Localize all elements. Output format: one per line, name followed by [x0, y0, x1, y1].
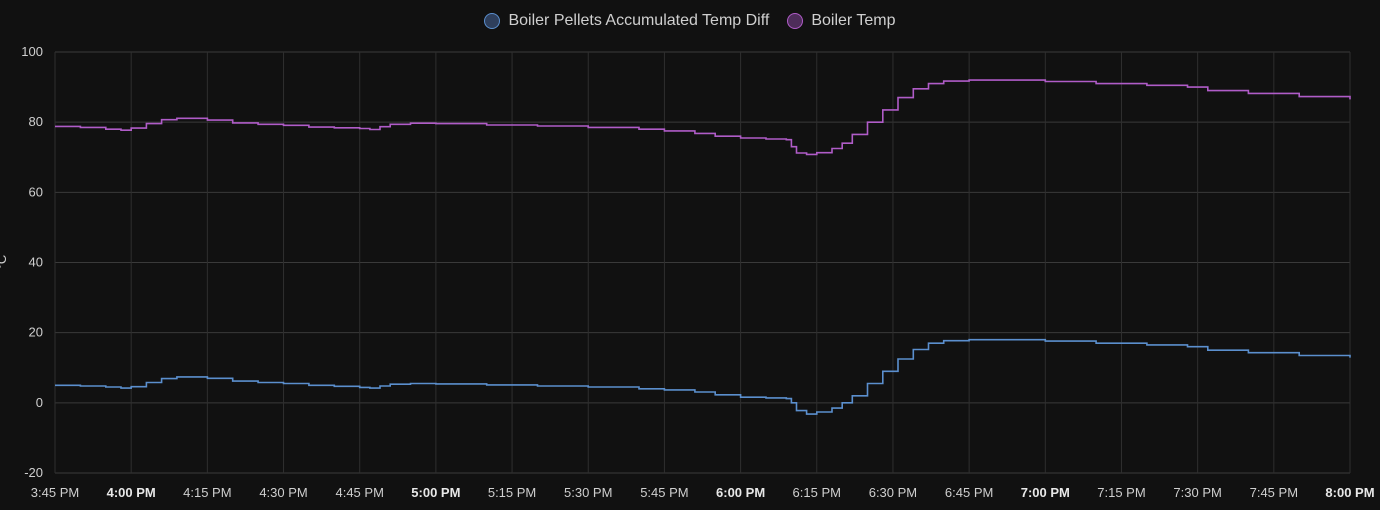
x-tick-label: 8:00 PM: [1325, 485, 1374, 500]
x-tick-label: 3:45 PM: [31, 485, 79, 500]
legend: Boiler Pellets Accumulated Temp Diff Boi…: [0, 12, 1380, 30]
x-tick-label: 5:30 PM: [564, 485, 612, 500]
x-tick-label: 7:45 PM: [1250, 485, 1298, 500]
series-line-1[interactable]: [55, 79, 1351, 156]
y-axis-ticks: -20 0 20 40 60 80 100: [21, 44, 43, 480]
legend-label-boiler-temp: Boiler Temp: [811, 12, 896, 29]
x-tick-label: 7:30 PM: [1173, 485, 1221, 500]
y-tick-label: 80: [29, 114, 43, 129]
legend-swatch-accumulated-temp-diff: [484, 13, 501, 29]
series-line-0[interactable]: [55, 338, 1351, 415]
legend-item-accumulated-temp-diff[interactable]: Boiler Pellets Accumulated Temp Diff: [484, 12, 769, 30]
x-tick-label: 6:45 PM: [945, 485, 993, 500]
y-tick-label: 0: [36, 395, 43, 410]
legend-item-boiler-temp[interactable]: Boiler Temp: [787, 12, 896, 30]
x-tick-label: 5:15 PM: [488, 485, 536, 500]
x-tick-label: 4:15 PM: [183, 485, 231, 500]
y-tick-label: 60: [29, 184, 43, 199]
x-axis-ticks: 3:45 PM 4:00 PM 4:15 PM 4:30 PM 4:45 PM 5:00 …: [31, 485, 1375, 500]
x-tick-label: 7:15 PM: [1097, 485, 1145, 500]
y-tick-label: 100: [21, 44, 43, 59]
x-tick-label: 4:45 PM: [335, 485, 383, 500]
x-tick-label: 5:45 PM: [640, 485, 688, 500]
x-tick-label: 4:00 PM: [107, 485, 156, 500]
x-tick-label: 6:15 PM: [793, 485, 841, 500]
legend-swatch-boiler-temp: [787, 13, 804, 29]
y-axis-label: °C: [0, 255, 9, 270]
x-tick-label: 7:00 PM: [1021, 485, 1070, 500]
x-tick-label: 6:30 PM: [869, 485, 917, 500]
x-tick-label: 4:30 PM: [259, 485, 307, 500]
grid: [54, 51, 1351, 474]
series-lines: [55, 79, 1351, 415]
x-tick-label: 5:00 PM: [411, 485, 460, 500]
y-tick-label: 40: [29, 255, 43, 270]
y-tick-label: 20: [29, 325, 43, 340]
x-tick-label: 6:00 PM: [716, 485, 765, 500]
y-tick-label: -20: [24, 465, 43, 480]
legend-label-accumulated-temp-diff: Boiler Pellets Accumulated Temp Diff: [508, 12, 770, 29]
